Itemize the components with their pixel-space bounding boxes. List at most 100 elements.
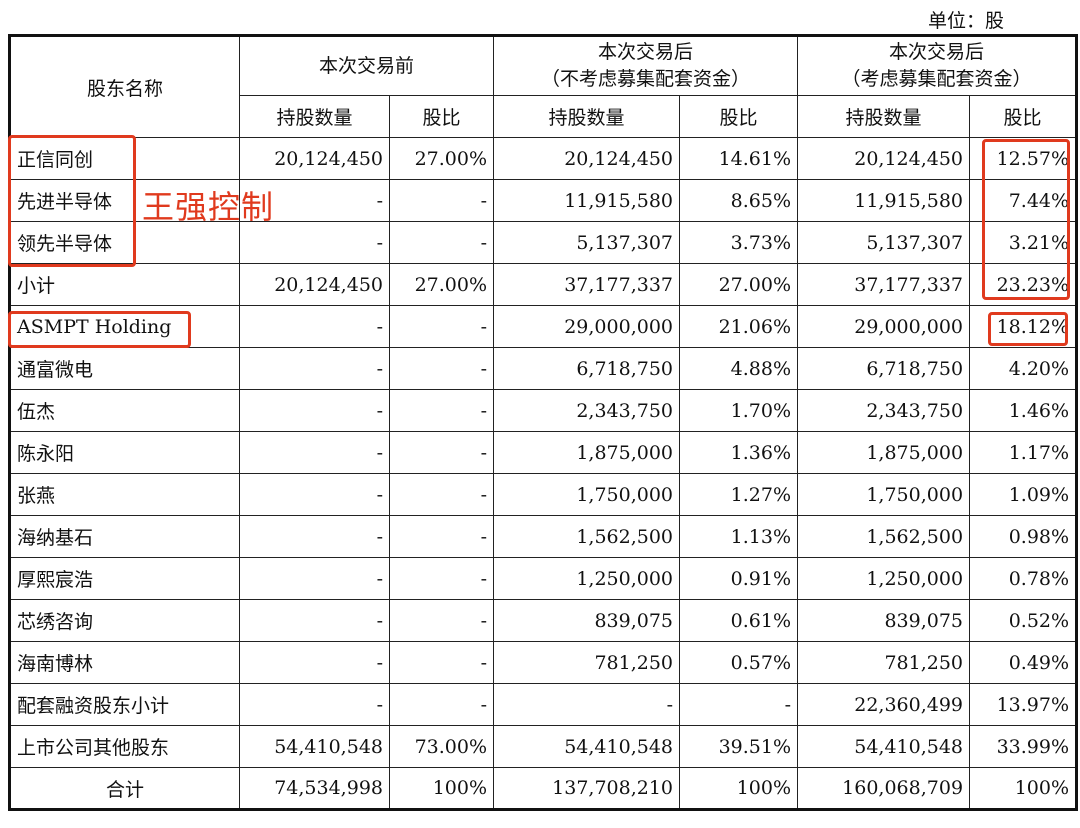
cell-before-ratio: - <box>388 473 495 516</box>
cell-after-financing-ratio: 0.78% <box>969 557 1078 600</box>
cell-after-financing-shares: 1,750,000 <box>797 473 971 516</box>
cell-after-shares: 781,250 <box>493 641 681 684</box>
cell-before-shares: 20,124,450 <box>239 137 390 180</box>
cell-after-financing-ratio: 0.98% <box>969 515 1078 558</box>
cell-before-ratio: - <box>388 221 495 264</box>
cell-before-shares: 74,534,998 <box>239 767 390 810</box>
highlight-box-asmpt-ratio <box>988 312 1068 346</box>
cell-before-ratio: - <box>388 389 495 432</box>
highlight-box-asmpt <box>8 311 191 348</box>
cell-before-shares: - <box>239 515 390 558</box>
cell-before-shares: - <box>239 347 390 390</box>
cell-before-ratio: - <box>388 431 495 474</box>
cell-shareholder-name: 正信同创 <box>9 137 240 180</box>
header-after-line1: 本次交易后 <box>889 41 985 63</box>
header-shares: 持股数量 <box>239 95 390 138</box>
cell-before-shares: - <box>239 641 390 684</box>
cell-before-shares: - <box>239 179 390 222</box>
table-row: 张燕 - -1,750,000 1.27% 1,750,000 1.09% <box>9 473 1078 516</box>
table-row: 小计 20,124,450 27.00% 37,177,337 27.00% 37,177… <box>9 263 1078 306</box>
table-row: 领先半导体 - -5,137,307 3.73% 5,137,307 3.21% <box>9 221 1078 264</box>
table-row: 通富微电 - -6,718,750 4.88% 6,718,750 4.20% <box>9 347 1078 390</box>
cell-before-ratio: 27.00% <box>388 263 495 306</box>
cell-after-ratio: 39.51% <box>679 725 799 768</box>
cell-after-shares: 2,343,750 <box>493 389 681 432</box>
cell-before-ratio: 27.00% <box>388 137 495 180</box>
cell-after-financing-shares: 160,068,709 <box>797 767 971 810</box>
header-after-no-financing: 本次交易后 （不考虑募集配套资金） <box>493 35 799 96</box>
cell-after-ratio: 8.65% <box>679 179 799 222</box>
cell-after-financing-shares: 1,250,000 <box>797 557 971 600</box>
table-row: 上市公司其他股东 54,410,548 73.00% 54,410,548 39.51%… <box>9 725 1078 768</box>
header-shareholder-name: 股东名称 <box>9 35 240 138</box>
cell-before-ratio: 73.00% <box>388 725 495 768</box>
cell-after-shares: 29,000,000 <box>493 305 681 348</box>
cell-shareholder-name: 芯绣咨询 <box>9 599 240 642</box>
cell-after-ratio: 1.27% <box>679 473 799 516</box>
cell-before-shares: 20,124,450 <box>239 263 390 306</box>
cell-shareholder-name: 通富微电 <box>9 347 240 390</box>
cell-before-ratio: - <box>388 641 495 684</box>
cell-after-financing-ratio: 3.21% <box>969 221 1078 264</box>
cell-shareholder-name: 厚熙宸浩 <box>9 557 240 600</box>
cell-after-financing-ratio: 4.20% <box>969 347 1078 390</box>
table-row: 配套融资股东小计 - - - -22,360,499 13.97% <box>9 683 1078 726</box>
cell-after-shares: 5,137,307 <box>493 221 681 264</box>
header-ratio: 股比 <box>679 95 799 138</box>
table-row: 陈永阳 - -1,875,000 1.36% 1,875,000 1.17% <box>9 431 1078 474</box>
cell-before-ratio: - <box>388 347 495 390</box>
cell-before-ratio: - <box>388 557 495 600</box>
cell-after-ratio: 1.70% <box>679 389 799 432</box>
cell-shareholder-name: 张燕 <box>9 473 240 516</box>
cell-after-ratio: - <box>679 683 799 726</box>
cell-after-shares: - <box>493 683 681 726</box>
cell-after-financing-shares: 781,250 <box>797 641 971 684</box>
table-row: 芯绣咨询 - -839,075 0.61% 839,075 0.52% <box>9 599 1078 642</box>
cell-after-financing-shares: 11,915,580 <box>797 179 971 222</box>
cell-shareholder-name: 上市公司其他股东 <box>9 725 240 768</box>
cell-after-financing-ratio: 100% <box>969 767 1078 810</box>
cell-after-financing-ratio: 0.49% <box>969 641 1078 684</box>
header-after-with-financing: 本次交易后 （考虑募集配套资金） <box>797 35 1078 96</box>
cell-after-financing-shares: 1,875,000 <box>797 431 971 474</box>
table-row: 厚熙宸浩 - -1,250,000 0.91% 1,250,000 0.78% <box>9 557 1078 600</box>
cell-after-shares: 54,410,548 <box>493 725 681 768</box>
cell-after-financing-ratio: 0.52% <box>969 599 1078 642</box>
cell-after-ratio: 100% <box>679 767 799 810</box>
shareholding-table: 股东名称 本次交易前 本次交易后 （不考虑募集配套资金） 本次交易后 （考虑募集… <box>8 34 1079 811</box>
cell-after-shares: 1,250,000 <box>493 557 681 600</box>
header-shares: 持股数量 <box>493 95 681 138</box>
cell-after-ratio: 21.06% <box>679 305 799 348</box>
cell-after-shares: 1,562,500 <box>493 515 681 558</box>
cell-shareholder-name: 领先半导体 <box>9 221 240 264</box>
cell-after-shares: 20,124,450 <box>493 137 681 180</box>
cell-before-shares: - <box>239 557 390 600</box>
cell-before-ratio: 100% <box>388 767 495 810</box>
cell-before-shares: - <box>239 431 390 474</box>
header-ratio: 股比 <box>388 95 495 138</box>
header-after-line2: （不考虑募集配套资金） <box>541 68 751 90</box>
cell-before-shares: - <box>239 473 390 516</box>
cell-before-shares: 54,410,548 <box>239 725 390 768</box>
cell-after-ratio: 4.88% <box>679 347 799 390</box>
cell-shareholder-name: 配套融资股东小计 <box>9 683 240 726</box>
cell-before-shares: - <box>239 221 390 264</box>
highlight-box-controlled-entities <box>8 135 136 267</box>
highlight-box-ratio-column <box>982 139 1070 300</box>
cell-shareholder-name: 合计 <box>9 767 240 810</box>
cell-after-ratio: 1.36% <box>679 431 799 474</box>
cell-before-shares: - <box>239 599 390 642</box>
cell-before-ratio: - <box>388 179 495 222</box>
cell-after-financing-ratio: 33.99% <box>969 725 1078 768</box>
cell-after-financing-shares: 29,000,000 <box>797 305 971 348</box>
cell-after-ratio: 14.61% <box>679 137 799 180</box>
table-row: 海南博林 - -781,250 0.57% 781,250 0.49% <box>9 641 1078 684</box>
cell-after-financing-shares: 839,075 <box>797 599 971 642</box>
cell-after-financing-ratio: 1.46% <box>969 389 1078 432</box>
cell-before-ratio: - <box>388 683 495 726</box>
header-after-line1: 本次交易后 <box>598 41 694 63</box>
cell-shareholder-name: 海南博林 <box>9 641 240 684</box>
table-row: 合计 74,534,998 100% 137,708,210 100% 160,068,7… <box>9 767 1078 810</box>
cell-before-ratio: - <box>388 515 495 558</box>
cell-after-financing-ratio: 7.44% <box>969 179 1078 222</box>
